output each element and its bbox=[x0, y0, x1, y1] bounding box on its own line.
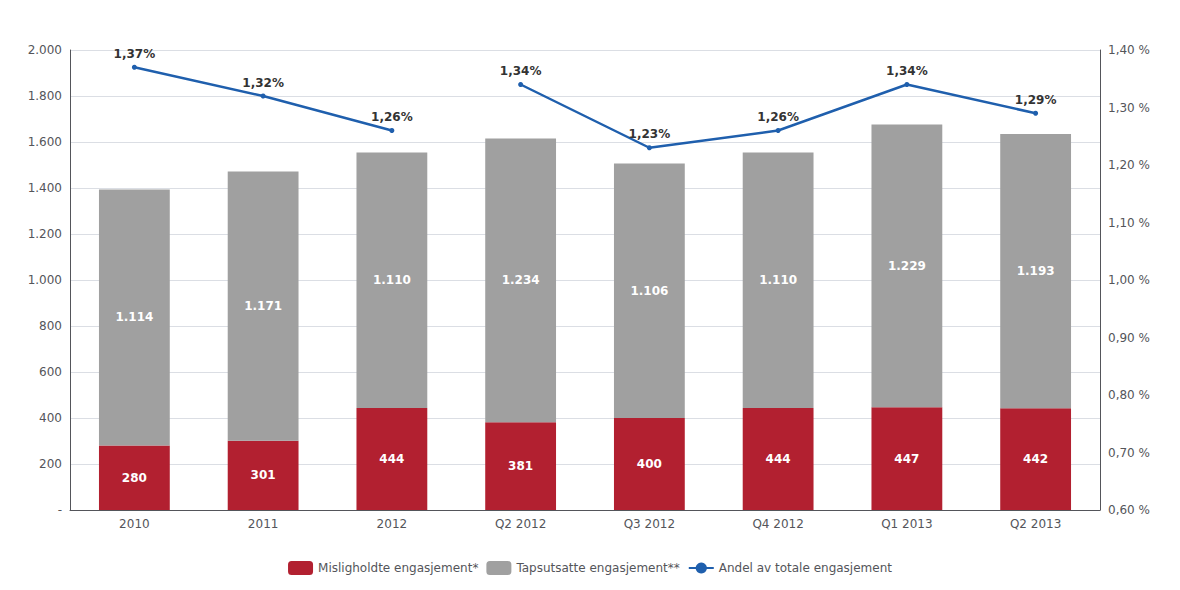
svg-text:Q4 2012: Q4 2012 bbox=[752, 517, 803, 531]
svg-text:200: 200 bbox=[39, 457, 62, 471]
svg-text:1.229: 1.229 bbox=[888, 259, 926, 273]
svg-text:447: 447 bbox=[894, 452, 919, 466]
svg-text:Misligholdte engasjement*: Misligholdte engasjement* bbox=[318, 561, 478, 575]
svg-text:1.106: 1.106 bbox=[630, 284, 668, 298]
svg-text:1,26%: 1,26% bbox=[757, 110, 799, 124]
svg-text:1,40 %: 1,40 % bbox=[1108, 43, 1150, 57]
svg-text:1.800: 1.800 bbox=[28, 89, 62, 103]
svg-text:1.234: 1.234 bbox=[502, 273, 540, 287]
svg-text:1,37%: 1,37% bbox=[114, 47, 156, 61]
svg-text:1,26%: 1,26% bbox=[371, 110, 413, 124]
svg-text:Andel av totale engasjement: Andel av totale engasjement bbox=[719, 561, 892, 575]
svg-text:1.193: 1.193 bbox=[1017, 264, 1055, 278]
svg-text:1.171: 1.171 bbox=[244, 299, 282, 313]
svg-text:800: 800 bbox=[39, 319, 62, 333]
svg-text:1.400: 1.400 bbox=[28, 181, 62, 195]
svg-text:444: 444 bbox=[766, 452, 791, 466]
svg-text:1,34%: 1,34% bbox=[500, 64, 542, 78]
svg-text:0,80 %: 0,80 % bbox=[1108, 388, 1150, 402]
svg-text:2011: 2011 bbox=[248, 517, 279, 531]
svg-text:600: 600 bbox=[39, 365, 62, 379]
svg-text:Q2 2013: Q2 2013 bbox=[1010, 517, 1061, 531]
svg-text:Q1 2013: Q1 2013 bbox=[881, 517, 932, 531]
svg-text:1,29%: 1,29% bbox=[1015, 93, 1057, 107]
svg-text:Tapsutsatte engasjement**: Tapsutsatte engasjement** bbox=[515, 561, 679, 575]
svg-text:1,20 %: 1,20 % bbox=[1108, 158, 1150, 172]
svg-text:2.000: 2.000 bbox=[28, 43, 62, 57]
svg-text:1.600: 1.600 bbox=[28, 135, 62, 149]
svg-text:1.110: 1.110 bbox=[373, 273, 411, 287]
svg-text:444: 444 bbox=[379, 452, 404, 466]
svg-text:1.000: 1.000 bbox=[28, 273, 62, 287]
svg-text:1,30 %: 1,30 % bbox=[1108, 101, 1150, 115]
svg-text:Q2 2012: Q2 2012 bbox=[495, 517, 546, 531]
svg-text:0,90 %: 0,90 % bbox=[1108, 331, 1150, 345]
svg-text:1,00 %: 1,00 % bbox=[1108, 273, 1150, 287]
svg-text:1.200: 1.200 bbox=[28, 227, 62, 241]
svg-text:1,34%: 1,34% bbox=[886, 64, 928, 78]
svg-text:301: 301 bbox=[251, 468, 276, 482]
svg-text:2012: 2012 bbox=[377, 517, 408, 531]
svg-text:0,70 %: 0,70 % bbox=[1108, 446, 1150, 460]
svg-text:400: 400 bbox=[39, 411, 62, 425]
svg-text:-: - bbox=[58, 503, 62, 517]
svg-text:0,60 %: 0,60 % bbox=[1108, 503, 1150, 517]
svg-text:Q3 2012: Q3 2012 bbox=[624, 517, 675, 531]
svg-text:1,23%: 1,23% bbox=[629, 127, 671, 141]
svg-text:381: 381 bbox=[508, 459, 533, 473]
svg-text:400: 400 bbox=[637, 457, 662, 471]
svg-text:1,32%: 1,32% bbox=[242, 76, 284, 90]
svg-text:442: 442 bbox=[1023, 452, 1048, 466]
svg-text:1.114: 1.114 bbox=[115, 310, 153, 324]
svg-text:2010: 2010 bbox=[119, 517, 150, 531]
svg-text:280: 280 bbox=[122, 471, 147, 485]
svg-text:1,10 %: 1,10 % bbox=[1108, 216, 1150, 230]
svg-text:1.110: 1.110 bbox=[759, 273, 797, 287]
